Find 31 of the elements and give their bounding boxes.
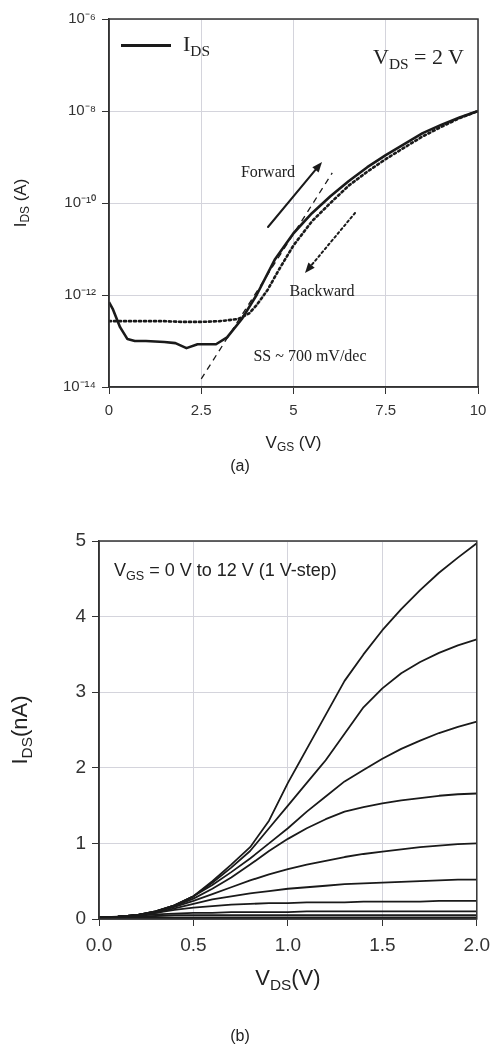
y-tick-label: 10⁻¹⁰ [64,193,96,211]
y-tick-label: 1 [75,831,86,853]
x-axis-title: V$_{DS}$(V) [255,965,321,994]
x-tick-label: 0.5 [180,933,207,955]
y-tick-label: 10⁻⁸ [67,101,96,119]
annotation: SS ~ 700 mV/dec [253,347,367,364]
text: (b) [230,1027,250,1044]
x-axis-title: V$_{GS}$ (V) [265,432,322,455]
legend-label: I$_{DS}$ [183,31,211,59]
annotation: Backward [289,282,355,299]
x-tick-label: 7.5 [375,401,397,419]
x-tick-label: 5 [289,401,298,419]
annotation: V$_{GS}$ = 0 V to 12 V (1 V-step) [114,560,337,584]
y-tick-label: 10⁻⁶ [68,9,96,27]
y-tick-label: 5 [75,529,86,551]
annotation: V$_{DS}$ = 2 V [373,44,464,73]
x-tick-label: 10 [469,401,487,419]
text: (a) [230,457,250,474]
x-tick-label: 0.0 [85,933,113,955]
x-tick-label: 1.5 [369,933,396,955]
y-tick-label: 0 [75,907,86,929]
x-tick-label: 1.0 [274,933,302,955]
y-tick-label: 4 [75,604,87,626]
y-tick-label: 2 [75,756,86,778]
annotation: Forward [240,163,296,180]
y-tick-label: 10⁻¹⁴ [62,377,96,395]
y-tick-label: 10⁻¹² [64,285,96,303]
x-tick-label: 0 [104,401,114,419]
x-tick-label: 2.5 [190,401,212,419]
y-tick-label: 3 [75,680,86,702]
x-tick-label: 2.0 [463,933,490,955]
